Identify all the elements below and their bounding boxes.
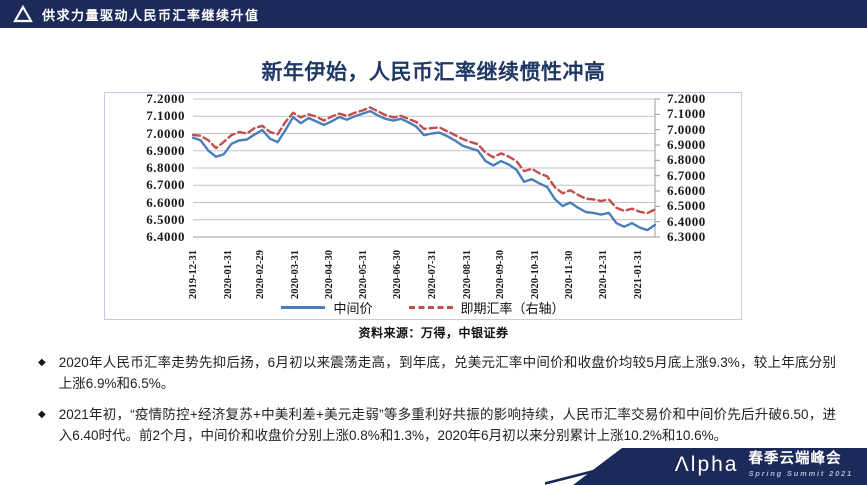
x-axis-tick-label: 2020-10-31 [529, 250, 541, 299]
x-axis-tick-label: 2020-06-30 [392, 250, 404, 299]
footer-banner-shape [545, 448, 867, 485]
right-axis-tick-label: 7.2000 [667, 91, 706, 106]
x-axis-tick-label: 2021-01-31 [632, 250, 644, 299]
header-bar: 供求力量驱动人民币汇率继续升值 [0, 0, 867, 28]
left-axis-tick-label: 7.1000 [146, 108, 185, 124]
left-axis-tick-label: 7.0000 [146, 125, 185, 141]
midprice-line [191, 109, 657, 232]
left-axis-tick-label: 6.8000 [146, 160, 185, 175]
chart-plot-area [191, 98, 660, 238]
event-title-block: 春季云端峰会 Spring Summit 2021 [748, 451, 853, 478]
slide-title: 新年伊始，人民币汇率继续惯性冲高 [261, 61, 606, 84]
event-title-en: Spring Summit 2021 [748, 469, 853, 478]
right-axis-tick-label: 6.5000 [667, 198, 706, 214]
data-source-note: 资料来源：万得，中银证券 [358, 326, 509, 340]
alpha-triangle-logo-icon [13, 5, 33, 23]
x-axis-tick-label: 2020-02-29 [255, 250, 267, 299]
x-axis-tick-label: 2020-07-31 [426, 250, 438, 299]
x-axis-tick-label: 2020-09-30 [495, 250, 507, 299]
chart-legend: 中间价 即期汇率（右轴） [105, 297, 741, 317]
footer-banner: Λlpha 春季云端峰会 Spring Summit 2021 [675, 451, 853, 478]
red-dashed-line-swatch [408, 305, 453, 309]
right-axis-tick-label: 6.8000 [667, 152, 706, 168]
event-title-cn: 春季云端峰会 [748, 451, 842, 467]
exchange-rate-chart: 7.2000 7.1000 7.0000 6.9000 6.8000 6.7000 6.60… [104, 92, 742, 320]
spotrate-line [191, 106, 657, 215]
legend-item-midprice: 中间价 [281, 298, 373, 317]
alpha-brand-logo: Λlpha [674, 452, 739, 476]
right-axis-tick-label: 6.7000 [667, 167, 706, 183]
diamond-bullet-icon: ◆ [38, 408, 46, 420]
legend-item-spotrate: 即期汇率（右轴） [408, 298, 565, 317]
diamond-bullet-icon: ◆ [38, 357, 46, 368]
x-axis-tick-label: 2020-04-30 [323, 250, 335, 299]
bullet-text-2020: 2020年人民币汇率走势先抑后扬，6月初以来震荡走高，到年底，兑美元汇率中间价和… [58, 355, 836, 391]
x-axis-tick-label: 2020-05-31 [358, 250, 370, 299]
x-axis-tick-label: 2020-08-31 [461, 250, 473, 299]
bullet-list: ◆ 2020年人民币汇率走势先抑后扬，6月初以来震荡走高，到年底，兑美元汇率中间… [38, 353, 836, 457]
right-axis-tick-label: 6.9000 [667, 137, 706, 152]
left-axis-tick-label: 7.2000 [146, 91, 185, 106]
x-axis-tick-label: 2020-03-31 [290, 250, 302, 299]
x-axis-tick-label: 2020-12-31 [598, 250, 610, 299]
x-axis-tick-label: 2020-11-30 [563, 250, 575, 299]
right-axis-tick-label: 6.3000 [667, 229, 706, 244]
bullet-text-2021: 2021年初，“疫情防控+经济复苏+中美利差+美元走弱”等多重利好共振的影响持续… [58, 406, 836, 443]
right-axis-tick-label: 6.4000 [667, 213, 706, 229]
bullet-item-2021: ◆ 2021年初，“疫情防控+经济复苏+中美利差+美元走弱”等多重利好共振的影响… [38, 405, 836, 447]
bullet-item-2020: ◆ 2020年人民币汇率走势先抑后扬，6月初以来震荡走高，到年底，兑美元汇率中间… [38, 353, 836, 395]
right-axis-tick-label: 6.6000 [667, 183, 706, 198]
left-axis-tick-label: 6.5000 [146, 211, 185, 227]
left-axis-tick-label: 6.9000 [146, 142, 185, 158]
right-axis-tick-label: 7.1000 [667, 106, 706, 122]
header-title: 供求力量驱动人民币汇率继续升值 [42, 7, 260, 23]
left-axis-tick-label: 6.7000 [146, 177, 185, 193]
legend-label-midprice: 中间价 [333, 300, 373, 316]
right-axis-tick-label: 7.0000 [667, 121, 706, 137]
x-axis-tick-label: 2020-01-31 [222, 250, 234, 299]
legend-label-spotrate: 即期汇率（右轴） [460, 300, 565, 316]
blue-solid-line-swatch [281, 305, 326, 309]
left-axis-tick-label: 6.6000 [146, 194, 185, 210]
left-axis-tick-label: 6.4000 [146, 229, 185, 244]
x-axis-tick-label: 2019-12-31 [188, 250, 199, 299]
